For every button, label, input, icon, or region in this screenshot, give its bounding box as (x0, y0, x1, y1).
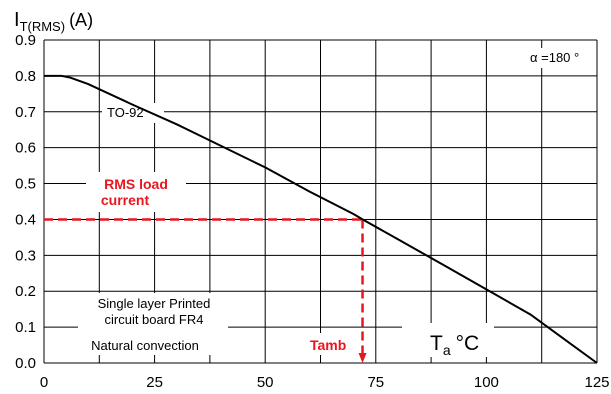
series-label-bg (102, 103, 164, 123)
rms-label-bg (86, 172, 186, 212)
alpha-label: α =180 ° (530, 50, 579, 65)
board-label-line1: Single layer Printed (98, 296, 211, 311)
board-label-bg (78, 293, 228, 355)
y-tick-label: 0.8 (15, 68, 36, 85)
marker-arrowhead (358, 353, 367, 363)
y-tick-label: 0.4 (15, 211, 36, 228)
series (44, 74, 598, 364)
alpha-label-bg (527, 48, 583, 68)
y-tick-label: 0.5 (15, 176, 36, 193)
rms-label-line1: RMS load (104, 176, 168, 192)
x-tick-label: 75 (367, 374, 384, 391)
x-tick-label: 0 (40, 374, 48, 391)
x-tick-label: 50 (257, 374, 274, 391)
y-tick-label: 0.1 (15, 319, 36, 336)
y-tick-label: 0.0 (15, 355, 36, 372)
y-tick-label: 0.7 (15, 104, 36, 121)
series-line (44, 74, 598, 364)
x-tick-label: 100 (474, 374, 499, 391)
y-axis-title: IT(RMS) (A) (14, 9, 93, 34)
x-tick-label: 125 (584, 374, 609, 391)
y-tick-label: 0.2 (15, 283, 36, 300)
y-tick-label: 0.9 (15, 32, 36, 49)
convection-label: Natural convection (91, 338, 199, 353)
series-label: TO-92 (107, 105, 144, 120)
y-tick-label: 0.6 (15, 140, 36, 157)
board-label-line2: circuit board FR4 (105, 312, 204, 327)
grid (43, 39, 598, 364)
x-tick-label: 25 (146, 374, 163, 391)
operating-point-marker (44, 218, 367, 363)
x-axis-title-bg (402, 323, 494, 357)
tamb-label: Tamb (310, 337, 346, 353)
y-tick-label: 0.3 (15, 247, 36, 264)
tick-labels: 0 25 50 75 100 125 0.0 0.1 0.2 0.3 0.4 0.5 0.6 0.7 0.8… (15, 32, 609, 391)
tamb-label-bg (306, 333, 354, 355)
rms-label-line2: current (101, 192, 150, 208)
x-axis-title: Ta °C (430, 332, 479, 358)
